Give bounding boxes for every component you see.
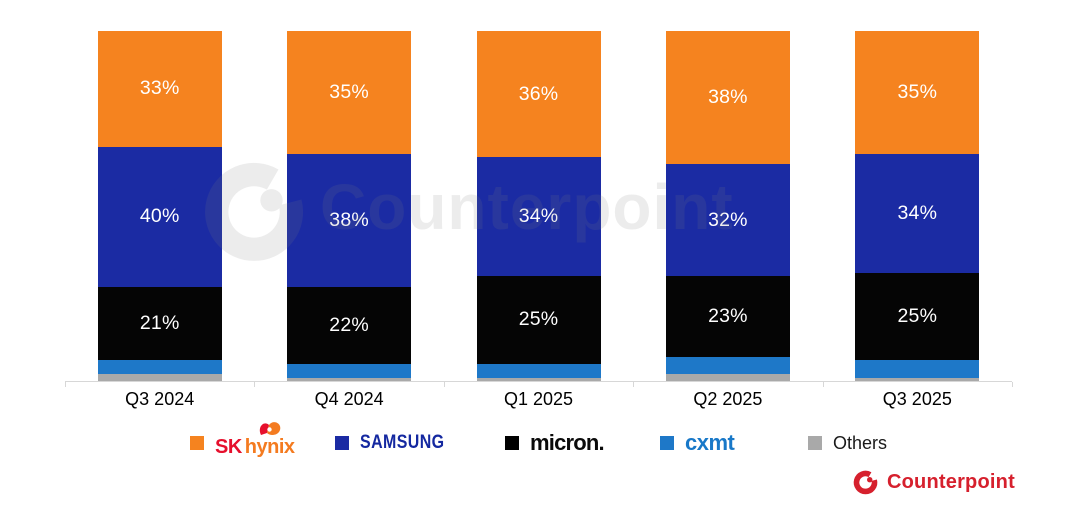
bar-slot-q4-2024: 35% 38% 22%	[254, 31, 443, 381]
legend-item-others: Others	[808, 428, 887, 458]
x-axis-labels: Q3 2024 Q4 2024 Q1 2025 Q2 2025 Q3 2025	[65, 389, 1012, 410]
data-label-micron-q3-2024: 21%	[139, 311, 180, 334]
segment-samsung-q1-2025: 34%	[476, 157, 601, 276]
segment-micron-q3-2025: 25%	[855, 272, 980, 360]
data-label-micron-q3-2025: 25%	[897, 304, 938, 327]
segment-others-q4-2024	[287, 377, 412, 381]
segment-cxmt-q3-2025	[855, 360, 980, 378]
x-axis-label-q2-2025: Q2 2025	[693, 389, 763, 409]
segment-others-q1-2025	[476, 377, 601, 381]
sk-hynix-logo: SK hynix	[215, 421, 295, 459]
cxmt-swatch	[660, 436, 674, 450]
x-axis-label-q4-2024: Q4 2024	[314, 389, 384, 409]
data-label-micron-q4-2024: 22%	[329, 313, 369, 336]
segment-cxmt-q4-2024	[287, 363, 412, 378]
axis-tick	[443, 382, 445, 387]
data-label-sk-hynix-q2-2025: 38%	[708, 86, 748, 108]
segment-micron-q4-2024: 22%	[287, 286, 412, 364]
segment-cxmt-q2-2025	[665, 356, 790, 374]
data-label-sk-hynix-q3-2025: 35%	[897, 80, 938, 103]
bar-slot-q3-2024: 33% 40% 21%	[65, 31, 254, 381]
legend: SK hynix SAMSUNG micron. cxmt Others	[0, 421, 1080, 462]
sk-hynix-swatch	[190, 436, 204, 450]
segment-samsung-q4-2024: 38%	[287, 153, 412, 287]
others-label: Others	[833, 432, 888, 453]
data-label-samsung-q4-2024: 38%	[329, 208, 369, 231]
segment-samsung-q3-2025: 34%	[855, 153, 980, 273]
x-axis-line	[65, 381, 1013, 387]
sk-logo-text: SK	[215, 435, 242, 458]
micron-swatch	[505, 436, 519, 450]
bar-slot-q2-2025: 38% 32% 23%	[633, 31, 822, 381]
data-label-sk-hynix-q3-2024: 33%	[139, 77, 180, 100]
stacked-bar-q2-2025: 38% 32% 23%	[665, 31, 790, 381]
data-label-micron-q2-2025: 23%	[708, 304, 748, 327]
segment-micron-q3-2024: 21%	[97, 286, 222, 360]
samsung-wordmark: SAMSUNG	[360, 432, 445, 453]
segment-others-q3-2024	[97, 374, 222, 381]
segment-samsung-q2-2025: 32%	[665, 164, 790, 276]
stacked-bar-q3-2024: 33% 40% 21%	[97, 31, 222, 381]
segment-sk-hynix-q2-2025: 38%	[665, 31, 790, 164]
segment-others-q2-2025	[665, 374, 790, 381]
segment-others-q3-2025	[855, 377, 980, 381]
hynix-logo-text: hynix	[244, 435, 295, 458]
segment-sk-hynix-q3-2024: 33%	[97, 31, 222, 147]
counterpoint-c-icon	[853, 470, 878, 495]
axis-tick	[1012, 382, 1013, 387]
stacked-bar-q3-2025: 35% 34% 25%	[855, 31, 980, 381]
data-label-samsung-q3-2025: 34%	[897, 201, 938, 224]
segment-micron-q2-2025: 23%	[665, 276, 790, 357]
counterpoint-logo: Counterpoint	[852, 469, 1015, 496]
x-axis-label-q1-2025: Q1 2025	[503, 389, 574, 409]
data-label-samsung-q1-2025: 34%	[518, 205, 559, 227]
micron-wordmark: micron.	[530, 430, 605, 455]
segment-sk-hynix-q3-2025: 35%	[855, 31, 980, 154]
plot-area: 33% 40% 21% 35% 38% 22% 36% 34% 25% 38% 32% 23% 35% 3…	[65, 31, 1012, 381]
stacked-bar-q4-2024: 35% 38% 22%	[287, 31, 412, 381]
legend-item-micron: micron.	[505, 428, 605, 458]
data-label-samsung-q2-2025: 32%	[708, 208, 748, 231]
data-label-samsung-q3-2024: 40%	[139, 205, 180, 227]
legend-item-samsung: SAMSUNG	[335, 428, 461, 458]
segment-samsung-q3-2024: 40%	[97, 146, 222, 287]
x-axis-label-q3-2024: Q3 2024	[125, 389, 195, 409]
others-swatch	[808, 436, 822, 450]
cxmt-wordmark: cxmt	[685, 430, 735, 455]
segment-cxmt-q1-2025	[476, 363, 601, 378]
counterpoint-brand-text: Counterpoint	[887, 471, 1015, 493]
bar-slot-q3-2025: 35% 34% 25%	[823, 31, 1012, 381]
data-label-sk-hynix-q4-2024: 35%	[329, 80, 369, 103]
legend-item-cxmt: cxmt	[660, 428, 735, 458]
segment-sk-hynix-q1-2025: 36%	[476, 31, 601, 157]
axis-tick	[633, 382, 635, 387]
x-axis-label-q3-2025: Q3 2025	[882, 389, 952, 409]
sk-butterfly-icon	[259, 421, 281, 435]
samsung-swatch	[335, 436, 349, 450]
stacked-bar-q1-2025: 36% 34% 25%	[476, 31, 601, 381]
axis-tick	[822, 382, 824, 387]
segment-micron-q1-2025: 25%	[476, 276, 601, 364]
bar-slot-q1-2025: 36% 34% 25%	[444, 31, 633, 381]
axis-tick	[254, 382, 256, 387]
data-label-micron-q1-2025: 25%	[518, 308, 559, 331]
axis-tick	[65, 382, 66, 387]
segment-sk-hynix-q4-2024: 35%	[287, 31, 412, 154]
legend-item-sk-hynix: SK hynix	[190, 421, 295, 459]
segment-cxmt-q3-2024	[97, 360, 222, 374]
data-label-sk-hynix-q1-2025: 36%	[518, 82, 559, 105]
